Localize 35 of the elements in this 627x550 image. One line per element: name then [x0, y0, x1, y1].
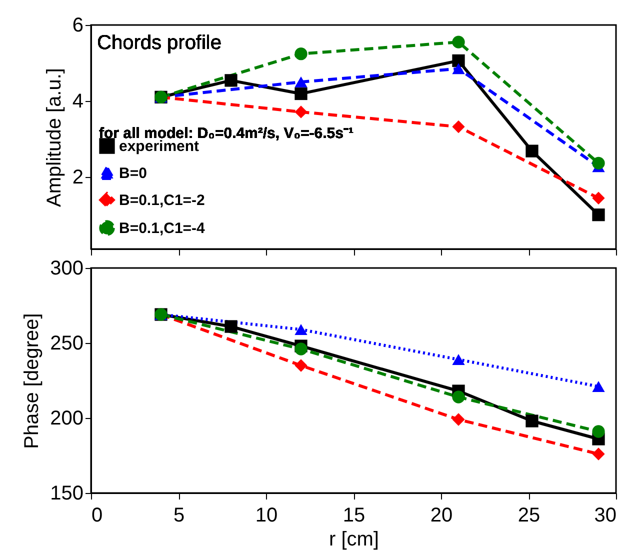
x-axis-title: r [cm] — [329, 528, 379, 550]
x-tick-label: 15 — [342, 504, 366, 526]
point — [452, 54, 465, 68]
y-axis-title: Amplitude [a.u.] — [43, 68, 66, 207]
point — [452, 120, 465, 134]
point — [294, 106, 308, 118]
point — [294, 76, 308, 88]
x-tick-label: 20 — [430, 504, 453, 526]
point — [224, 74, 238, 87]
x-tick-label: 30 — [594, 504, 616, 526]
y-tick-label: 300 — [50, 258, 84, 280]
x-tick-label: 10 — [255, 504, 278, 526]
point — [592, 208, 605, 222]
point — [526, 144, 538, 158]
y-tick-label: 2 — [72, 166, 84, 188]
x-tick-label: 25 — [518, 504, 540, 526]
legend-label: experiment — [119, 138, 200, 155]
legend-label: B=0.1,C1=-2 — [119, 192, 205, 209]
point — [592, 192, 605, 204]
y-tick-label: 6 — [72, 14, 84, 36]
y-axis-title: Phase [degree] — [21, 313, 44, 449]
point — [452, 63, 465, 74]
y-tick-label: 150 — [50, 482, 84, 504]
legend-label: B=0 — [119, 165, 147, 182]
legend-label: B=0.1,C1=-4 — [119, 220, 206, 237]
point — [294, 87, 308, 100]
x-tick-label: 5 — [173, 504, 185, 526]
y-tick-label: 250 — [50, 332, 84, 354]
x-tick-label: 0 — [92, 504, 103, 526]
y-tick-label: 4 — [72, 90, 84, 112]
point — [592, 156, 605, 170]
annotation: Chords profile — [97, 32, 222, 54]
point — [452, 36, 465, 48]
y-tick-label: 200 — [50, 408, 84, 430]
point — [294, 48, 308, 60]
